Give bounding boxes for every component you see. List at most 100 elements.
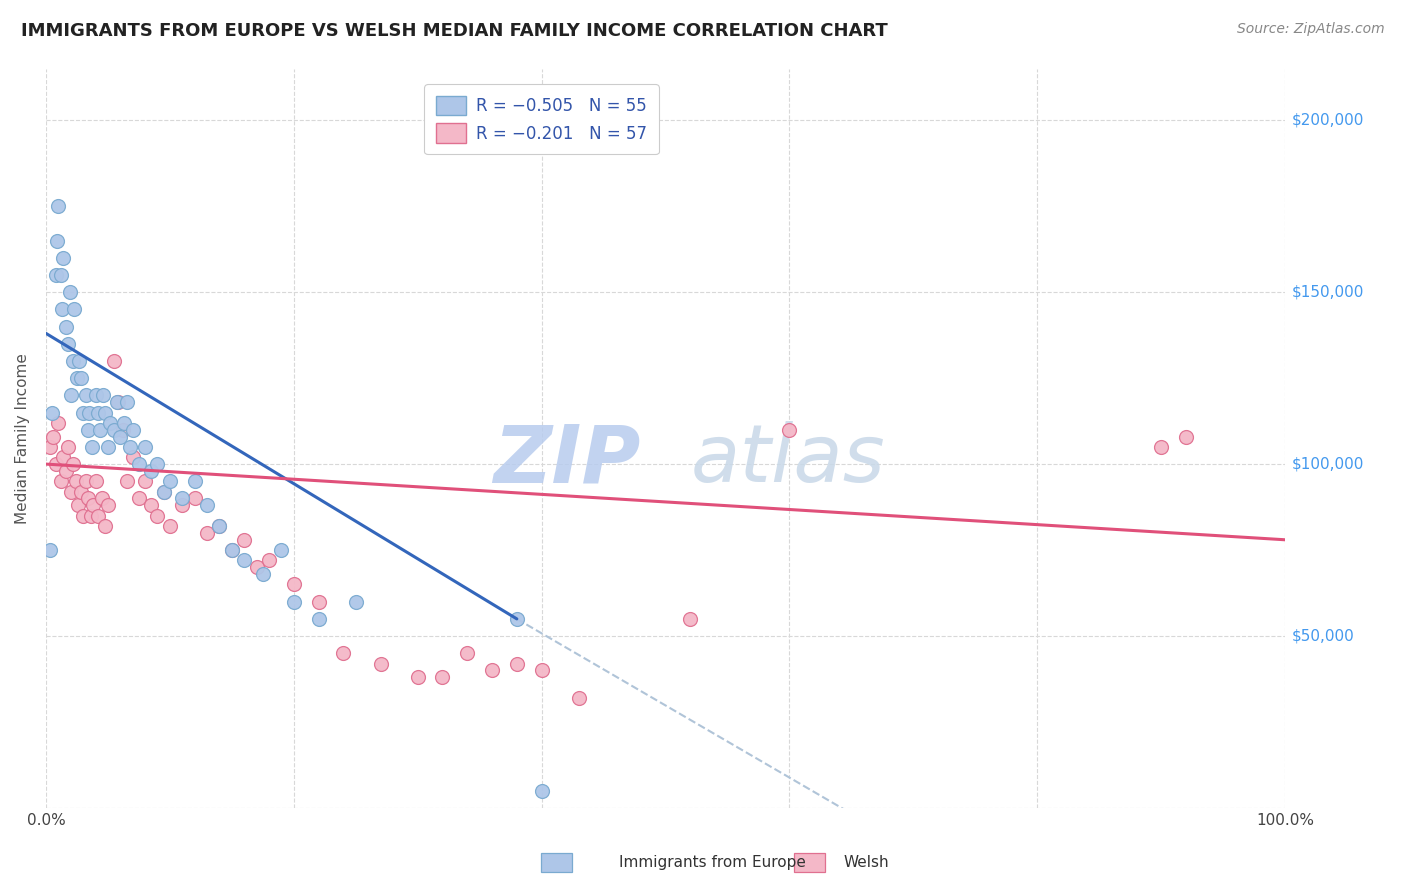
Point [152, 484, 174, 499]
Point [51, 302, 73, 317]
Point [121, 423, 143, 437]
Point [308, 595, 330, 609]
Point [110, 429, 132, 443]
Text: atlas: atlas [690, 422, 884, 500]
Point [146, 508, 169, 523]
Point [87, 508, 110, 523]
Point [128, 491, 150, 506]
Text: $100,000: $100,000 [1291, 457, 1364, 472]
Point [252, 567, 274, 582]
Point [233, 553, 256, 567]
Point [332, 646, 354, 660]
Point [46, 234, 69, 248]
Point [41, 405, 63, 419]
Point [97, 499, 120, 513]
Point [80, 440, 103, 454]
Point [115, 395, 138, 409]
Point [1150, 440, 1173, 454]
Point [49, 268, 72, 282]
Point [69, 371, 91, 385]
Text: Immigrants from Europe: Immigrants from Europe [619, 855, 806, 870]
Point [679, 612, 702, 626]
Point [75, 388, 97, 402]
Text: IMMIGRANTS FROM EUROPE VS WELSH MEDIAN FAMILY INCOME CORRELATION CHART: IMMIGRANTS FROM EUROPE VS WELSH MEDIAN F… [21, 22, 887, 40]
Point [49, 475, 72, 489]
Point [370, 657, 392, 671]
Point [38, 440, 60, 454]
Point [87, 405, 110, 419]
Point [159, 475, 181, 489]
Point [172, 499, 194, 513]
Point [344, 595, 367, 609]
Point [66, 371, 89, 385]
Point [257, 553, 280, 567]
Point [45, 268, 67, 282]
Point [406, 670, 429, 684]
Point [58, 440, 80, 454]
Point [55, 464, 77, 478]
Point [84, 475, 107, 489]
Point [77, 423, 100, 437]
Point [67, 354, 90, 368]
Point [105, 395, 128, 409]
Point [152, 484, 174, 499]
Text: $200,000: $200,000 [1291, 112, 1364, 128]
Point [90, 491, 112, 506]
Point [778, 423, 800, 437]
Point [456, 646, 478, 660]
Point [506, 612, 529, 626]
Point [94, 405, 117, 419]
Point [270, 543, 292, 558]
Point [107, 395, 129, 409]
Point [308, 612, 330, 626]
Point [100, 416, 122, 430]
Point [59, 388, 82, 402]
Point [97, 440, 120, 454]
Point [195, 525, 218, 540]
Point [432, 670, 454, 684]
Point [183, 475, 205, 489]
Point [146, 457, 169, 471]
Point [183, 491, 205, 506]
Point [79, 508, 101, 523]
Point [134, 475, 156, 489]
Point [221, 543, 243, 558]
Point [134, 440, 156, 454]
Point [112, 416, 135, 430]
Point [568, 691, 591, 706]
Point [42, 429, 65, 443]
Point [89, 423, 111, 437]
Point [115, 475, 138, 489]
Point [103, 354, 125, 368]
Point [77, 491, 100, 506]
Point [246, 560, 269, 574]
Point [141, 499, 163, 513]
Point [79, 405, 101, 419]
Point [45, 457, 67, 471]
Point [52, 450, 75, 465]
Point [481, 664, 503, 678]
Point [69, 484, 91, 499]
Point [1174, 429, 1197, 443]
Point [283, 577, 305, 591]
Point [221, 543, 243, 558]
Point [67, 499, 90, 513]
Point [530, 664, 553, 678]
Point [65, 475, 87, 489]
Point [84, 388, 107, 402]
Point [233, 533, 256, 547]
Point [530, 784, 553, 798]
Point [128, 457, 150, 471]
Point [208, 519, 231, 533]
Text: Welsh: Welsh [844, 855, 889, 870]
Point [172, 491, 194, 506]
Point [506, 657, 529, 671]
Point [63, 302, 86, 317]
Point [111, 423, 134, 437]
Point [38, 543, 60, 558]
Point [72, 508, 94, 523]
Point [52, 251, 75, 265]
Point [208, 519, 231, 533]
Point [58, 285, 80, 299]
Point [94, 519, 117, 533]
